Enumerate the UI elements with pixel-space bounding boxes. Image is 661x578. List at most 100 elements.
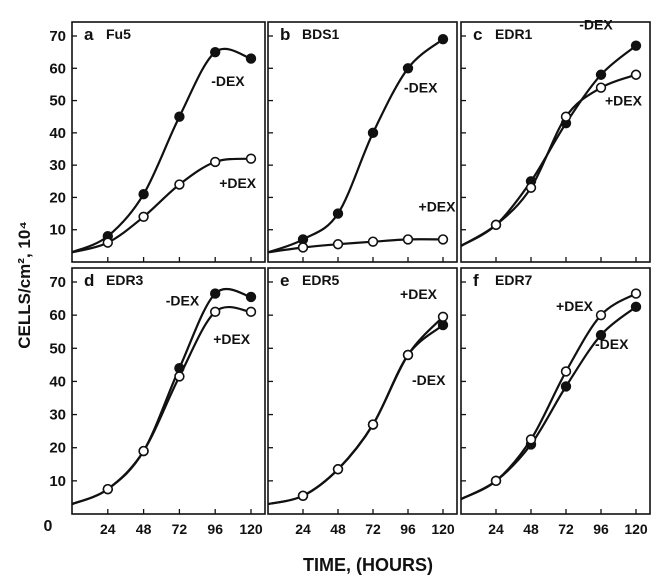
series-label: +DEX (419, 198, 457, 214)
x-tick-label: 24 (100, 521, 116, 537)
y-tick-label: 20 (49, 440, 66, 457)
x-tick-label: 48 (330, 521, 346, 537)
data-point-filled (437, 319, 449, 331)
panel-e: e EDR5 24 48 72 96 120 -DEX +DEX (267, 267, 458, 537)
panel-f: f EDR7 24 48 72 96 120 -DEX +DEX (460, 267, 651, 537)
series-line-dex (267, 38, 444, 254)
data-point-open (138, 445, 149, 457)
x-tick-label: 72 (365, 521, 381, 537)
data-point-filled (138, 189, 149, 200)
series-label: -DEX (412, 372, 446, 388)
panel-a: a Fu5 10 20 30 40 50 60 70 -DEX +DEX (49, 21, 266, 263)
data-point-open (332, 464, 344, 475)
y-tick-label: 10 (49, 222, 66, 239)
x-tick-label: 72 (172, 521, 188, 537)
data-point-open (138, 211, 149, 223)
panel-letter: d (84, 271, 94, 290)
data-point-open (560, 111, 572, 122)
y-tick-label: 10 (49, 473, 66, 490)
data-point-open (102, 483, 114, 495)
y-tick-label: 60 (49, 307, 66, 324)
series-line-dex (267, 238, 444, 254)
data-point-open (297, 242, 309, 253)
data-point-filled (595, 69, 607, 80)
panel-letter: f (473, 271, 479, 290)
series-label: +DEX (605, 93, 643, 109)
series-line-dex (460, 292, 637, 501)
data-point-open (174, 179, 185, 190)
panel-frame (71, 21, 266, 263)
series-line-dex (460, 44, 637, 247)
y-tick-label: 20 (49, 189, 66, 206)
data-point-filled (210, 288, 221, 299)
y-tick-label: 60 (49, 60, 66, 77)
data-point-filled (245, 291, 257, 303)
x-tick-label: 120 (239, 521, 263, 537)
data-point-filled (630, 301, 642, 313)
panel-letter: c (473, 25, 482, 44)
data-point-open (437, 311, 449, 322)
data-point-open (210, 156, 221, 168)
series-label: +DEX (556, 298, 594, 314)
series-line-dex (71, 157, 252, 254)
figure-origin-label: 0 (44, 518, 53, 535)
data-point-open (560, 366, 572, 377)
panel-letter: e (280, 271, 289, 290)
x-tick-label: 72 (558, 521, 574, 537)
data-point-filled (437, 34, 449, 45)
figure-xlabel: TIME, (HOURS) (303, 555, 433, 575)
x-tick-label: 48 (136, 521, 152, 537)
panel-title: BDS1 (302, 26, 340, 42)
panel-frame (267, 267, 458, 515)
series-label: +DEX (219, 175, 257, 191)
panel-letter: b (280, 25, 290, 44)
series-label: -DEX (579, 17, 613, 33)
data-point-open (630, 288, 642, 299)
y-tick-label: 40 (49, 373, 66, 390)
x-tick-label: 24 (295, 521, 311, 537)
panel-frame (71, 267, 266, 515)
series-line-dex (71, 287, 252, 506)
series-label: -DEX (166, 293, 200, 309)
x-tick-label: 24 (488, 521, 504, 537)
data-point-open (437, 234, 449, 245)
panel-title: EDR5 (302, 272, 340, 288)
series-label: +DEX (213, 331, 251, 347)
panel-title: EDR3 (106, 272, 144, 288)
series-label: -DEX (595, 336, 629, 352)
data-point-open (402, 234, 414, 245)
data-point-open (595, 82, 607, 93)
panel-frame (267, 21, 458, 263)
x-tick-label: 96 (400, 521, 416, 537)
y-tick-label: 70 (49, 28, 66, 45)
panel-c: c EDR1 -DEX +DEX (460, 17, 651, 263)
data-point-open (367, 236, 379, 247)
data-point-open (174, 371, 185, 382)
data-point-filled (560, 381, 572, 392)
series-label: -DEX (404, 79, 438, 95)
data-point-open (332, 239, 344, 250)
data-point-filled (367, 127, 379, 139)
data-point-filled (210, 46, 221, 58)
data-point-open (525, 434, 537, 445)
data-point-open (245, 153, 257, 164)
data-point-open (490, 475, 502, 487)
data-point-open (297, 490, 309, 501)
data-point-filled (245, 53, 257, 64)
x-tick-label: 48 (523, 521, 539, 537)
data-point-filled (595, 329, 607, 341)
panel-title: Fu5 (106, 26, 131, 42)
y-tick-label: 50 (49, 340, 66, 357)
series-label: +DEX (400, 286, 438, 302)
x-tick-label: 96 (207, 521, 223, 537)
data-point-filled (332, 208, 344, 219)
data-point-filled (630, 40, 642, 51)
x-tick-label: 96 (593, 521, 609, 537)
panel-frame (460, 267, 651, 515)
figure-ylabel: CELLS/cm², 10⁴ (15, 221, 34, 348)
y-tick-label: 70 (49, 274, 66, 291)
x-tick-label: 120 (624, 521, 648, 537)
series-line-dex (267, 324, 444, 506)
panel-letter: a (84, 25, 94, 44)
